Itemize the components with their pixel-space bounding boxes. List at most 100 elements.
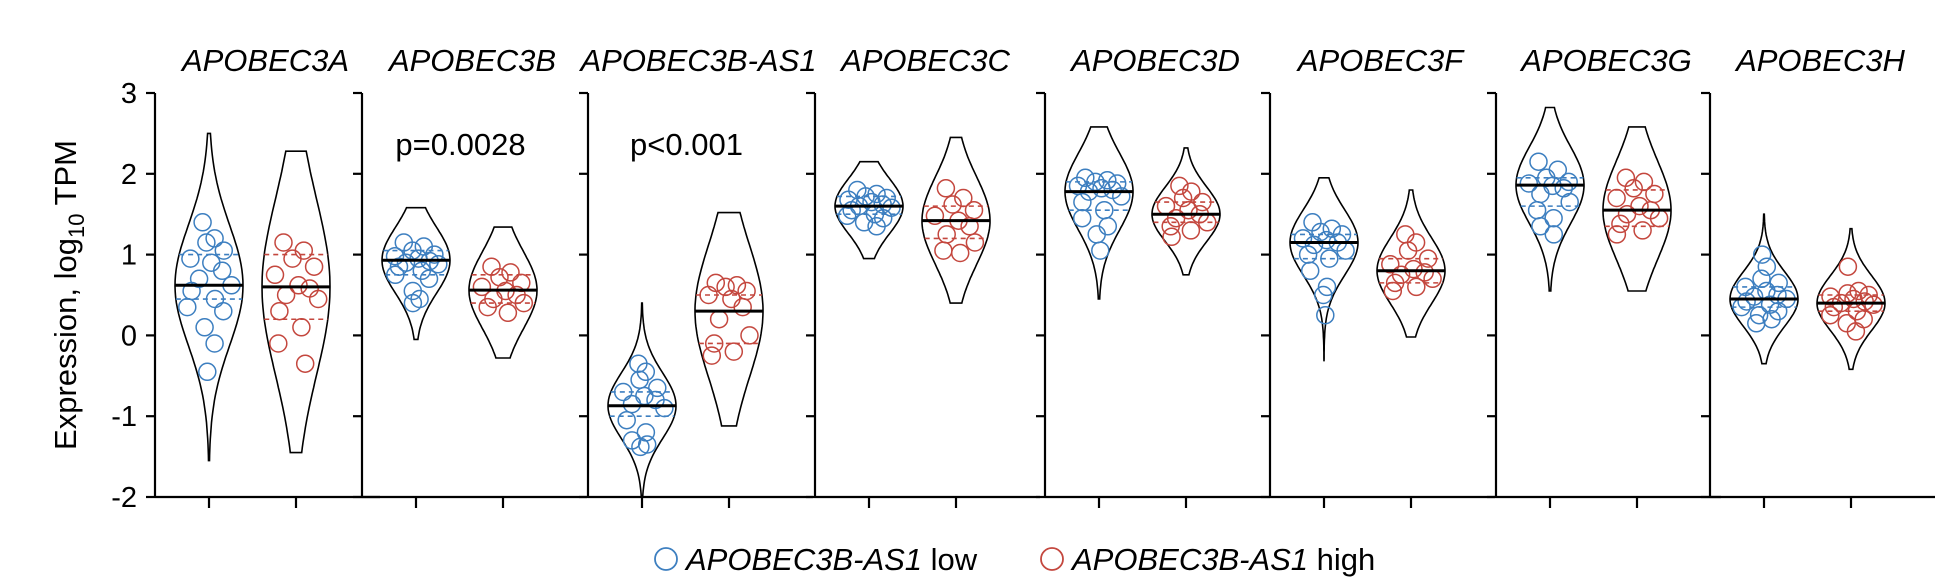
data-point — [294, 241, 314, 260]
data-point — [1529, 152, 1548, 171]
data-point — [212, 261, 232, 281]
data-point — [1844, 289, 1863, 309]
data-point — [702, 346, 722, 365]
panel-title: APOBEC3B-AS1 — [578, 43, 816, 78]
data-point — [1173, 188, 1193, 208]
data-point — [936, 179, 956, 198]
violin-group-high — [1602, 126, 1672, 508]
panel-apobec3c: APOBEC3C — [806, 43, 1040, 508]
legend-marker-high — [1040, 547, 1064, 571]
legend-suffix-low: low — [922, 542, 978, 577]
legend-suffix-high: high — [1308, 542, 1375, 577]
panel-apobec3f: APOBEC3F — [1261, 43, 1495, 508]
data-point — [386, 265, 405, 285]
data-point — [943, 195, 962, 214]
data-point — [964, 200, 984, 220]
data-point — [472, 277, 492, 297]
violin-outline — [1515, 106, 1585, 292]
data-point — [274, 233, 293, 252]
data-point — [178, 297, 197, 317]
data-point — [965, 233, 985, 252]
data-point — [960, 217, 979, 236]
panel-apobec3h: APOBEC3H — [1701, 43, 1935, 508]
data-point — [1314, 285, 1333, 305]
data-point — [501, 263, 520, 282]
data-point — [403, 293, 423, 313]
data-point — [308, 289, 328, 309]
data-point — [1611, 214, 1630, 234]
violin-group-low — [607, 302, 677, 508]
data-point — [1821, 287, 1840, 306]
data-point — [1091, 241, 1110, 260]
panel-title: APOBEC3G — [1519, 43, 1692, 78]
data-point — [300, 279, 319, 298]
data-point — [1407, 277, 1426, 297]
data-point — [1092, 179, 1111, 198]
data-point — [1317, 230, 1336, 250]
data-point — [1300, 261, 1320, 281]
data-point — [737, 281, 756, 301]
data-point — [1381, 255, 1400, 274]
legend-gene-high: APOBEC3B-AS1 — [1070, 542, 1308, 577]
data-point — [1519, 174, 1539, 193]
panel-apobec3g: APOBEC3G — [1487, 43, 1721, 508]
violin-outline — [921, 136, 991, 304]
panel-apobec3d: APOBEC3D — [1036, 43, 1270, 508]
violin-group-low — [1515, 106, 1585, 508]
data-point — [514, 293, 534, 313]
data-point — [1838, 257, 1858, 276]
data-point — [429, 255, 448, 274]
data-point — [1607, 188, 1626, 208]
legend-entry-low: APOBEC3B-AS1 low — [684, 542, 978, 577]
violin-outline — [1289, 177, 1359, 362]
data-point — [389, 257, 409, 276]
data-point — [1398, 241, 1418, 260]
panel-title: APOBEC3H — [1734, 43, 1905, 78]
data-point — [419, 269, 439, 289]
data-point — [1170, 176, 1189, 196]
data-point — [1531, 217, 1550, 236]
panels: APOBEC3A APOBEC3B p=0.0028 APOBEC3B-AS1 p<0.… — [146, 43, 1935, 508]
data-point — [1544, 208, 1563, 228]
data-point — [181, 249, 200, 268]
data-point — [1317, 277, 1337, 297]
violin-group-high — [694, 211, 764, 508]
panel-title: APOBEC3A — [180, 43, 349, 78]
data-point — [839, 190, 858, 209]
data-point — [1404, 259, 1423, 279]
data-point — [1320, 249, 1339, 268]
data-point — [1607, 225, 1627, 244]
violin-outline — [834, 160, 904, 260]
legend-gene-low: APOBEC3B-AS1 — [684, 542, 922, 577]
data-point — [1846, 322, 1866, 341]
data-point — [733, 297, 752, 317]
y-tick-label: 3 — [121, 78, 137, 110]
data-point — [877, 188, 896, 208]
data-point — [1396, 225, 1415, 244]
violin-group-low — [834, 160, 904, 508]
y-axis: 3 2 1 0 -1 -2 — [111, 78, 137, 514]
violin-group-high — [921, 136, 991, 508]
data-point — [1193, 192, 1212, 212]
data-point — [635, 386, 654, 406]
violin-group-low — [381, 206, 451, 508]
data-point — [1634, 172, 1654, 192]
data-point — [193, 213, 212, 232]
p-value-label: p<0.001 — [630, 127, 743, 162]
data-point — [195, 318, 214, 337]
data-point — [854, 213, 874, 232]
data-point — [1531, 184, 1550, 204]
data-point — [862, 192, 881, 212]
violin-group-high — [261, 150, 331, 508]
data-point — [842, 200, 861, 220]
data-point — [648, 378, 667, 398]
violin-group-low — [1729, 213, 1799, 508]
panel-apobec3b-as1: APOBEC3B-AS1 p<0.001 — [578, 43, 817, 508]
violin-group-low — [1289, 177, 1359, 508]
data-point — [1112, 187, 1131, 206]
data-point — [1161, 217, 1180, 236]
y-axis-label-main: Expression, log — [48, 238, 83, 450]
data-point — [270, 301, 289, 321]
data-point — [1633, 221, 1652, 240]
data-point — [269, 334, 288, 353]
